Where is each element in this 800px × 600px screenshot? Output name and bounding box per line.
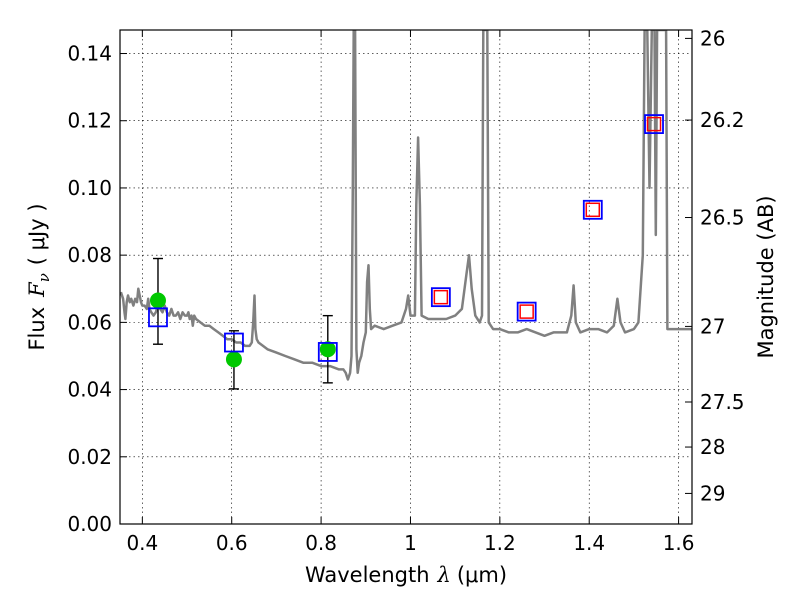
model-layer — [148, 114, 664, 362]
x-axis-label-text: Wavelength — [305, 563, 430, 587]
y-tick-label: 0.08 — [67, 243, 112, 267]
x-tick-label: 1.2 — [484, 531, 516, 555]
y-tick-label: 0.04 — [67, 378, 112, 402]
y-tick-label: 0.14 — [67, 42, 112, 66]
x-axis-label-symbol: λ — [437, 563, 451, 587]
y-axis-label-sub: ν — [35, 273, 53, 282]
y-tick-label: 0.12 — [67, 109, 112, 133]
model-inner-square — [585, 202, 601, 218]
y-tick-labels: 0.00 0.02 0.04 0.06 0.08 0.10 0.12 0.14 — [67, 42, 112, 536]
x-tick-label: 1 — [404, 531, 417, 555]
y2-tick-label: 26 — [700, 26, 725, 50]
x-tick-labels: 0.4 0.6 0.8 1 1.2 1.4 1.6 — [126, 531, 694, 555]
model-point — [644, 114, 664, 134]
x-tick-label: 0.8 — [305, 531, 337, 555]
y2-tick-label: 27.5 — [700, 390, 745, 414]
y-axis-label-text: Flux — [25, 307, 49, 351]
model-point — [582, 199, 603, 220]
y-axis-label-symbol: F — [25, 281, 49, 298]
model-inner-square — [433, 289, 449, 305]
y-tick-label: 0.00 — [67, 512, 112, 536]
tick-marks — [120, 30, 692, 525]
y-tick-label: 0.02 — [67, 445, 112, 469]
observed-layer — [149, 292, 336, 368]
x-axis-label-unit: (μm) — [457, 563, 507, 587]
x-axis-label: Wavelength λ (μm) — [305, 563, 507, 587]
x-tick-label: 1.6 — [663, 531, 695, 555]
y2-tick-label: 28 — [700, 435, 725, 459]
y2-tick-labels: 26 26.2 26.5 27 27.5 28 29 — [700, 26, 745, 505]
grid-lines — [120, 30, 692, 525]
spectrum-layer — [120, 30, 692, 381]
model-point — [516, 301, 537, 322]
y2-tick-label: 26.5 — [700, 206, 745, 230]
model-point — [148, 307, 168, 328]
spectrum-line — [120, 30, 692, 381]
observed-point — [225, 351, 242, 368]
y-tick-label: 0.10 — [67, 176, 112, 200]
x-tick-label: 1.4 — [573, 531, 605, 555]
y-tick-label: 0.06 — [67, 310, 112, 334]
model-point — [430, 287, 451, 308]
model-point — [317, 342, 338, 362]
y2-tick-label: 29 — [700, 481, 725, 505]
observed-point — [319, 341, 336, 358]
model-inner-square — [646, 116, 662, 132]
y-axis-label: Flux Fν ( μJy ) — [25, 203, 53, 350]
x-tick-label: 0.6 — [216, 531, 248, 555]
y-axis-label-unit: ( μJy ) — [25, 203, 49, 265]
y2-tick-label: 27 — [700, 314, 725, 338]
x-tick-label: 0.4 — [126, 531, 158, 555]
plot-frame — [119, 29, 693, 525]
observed-point — [149, 292, 166, 309]
model-inner-square — [519, 304, 534, 319]
y2-axis-label: Magnitude (AB) — [754, 195, 778, 358]
y2-tick-label: 26.2 — [700, 108, 745, 132]
errorbar-layer — [152, 257, 333, 390]
model-point — [224, 332, 244, 353]
